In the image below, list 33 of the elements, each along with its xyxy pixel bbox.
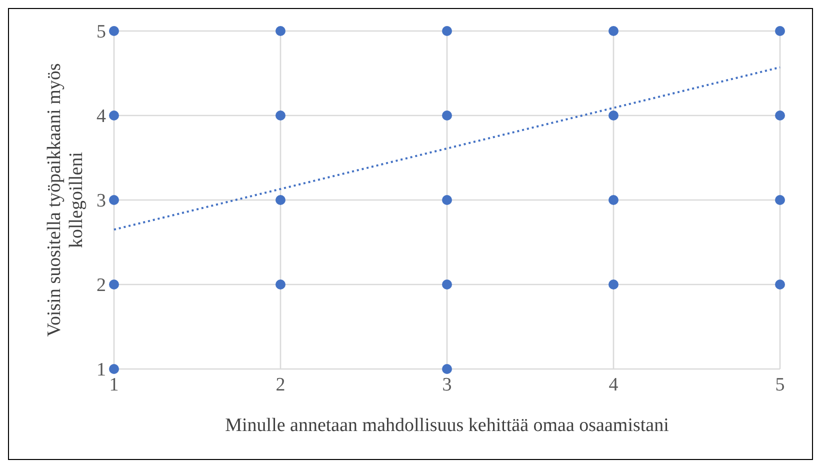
x-axis-title: Minulle annetaan mahdollisuus kehittää omaa osaamistani [225,415,669,436]
point [608,280,618,290]
point [442,364,452,374]
point [775,195,785,205]
point [109,26,119,36]
point [442,26,452,36]
x-tick-label: 3 [442,374,452,396]
point [608,110,618,120]
x-tick-label: 2 [276,374,286,396]
point [608,195,618,205]
y-tick-label: 4 [96,106,106,128]
point [775,280,785,290]
point [276,26,286,36]
point [109,280,119,290]
point [276,195,286,205]
point [442,110,452,120]
point [775,110,785,120]
point [608,26,618,36]
point [442,280,452,290]
y-tick-label: 2 [96,275,106,296]
point [109,195,119,205]
point [109,110,119,120]
y-axis-title: Voisin suositella työpaikkaani myös kollegoilleni [44,63,87,337]
x-tick-label: 5 [775,374,785,396]
point [775,26,785,36]
y-tick-label: 5 [96,22,106,43]
x-tick-label: 4 [608,374,619,396]
point [276,110,286,120]
point [109,364,119,374]
y-tick-label: 3 [96,190,106,212]
point [442,195,452,205]
point [276,280,286,290]
y-tick-label: 1 [96,360,106,381]
